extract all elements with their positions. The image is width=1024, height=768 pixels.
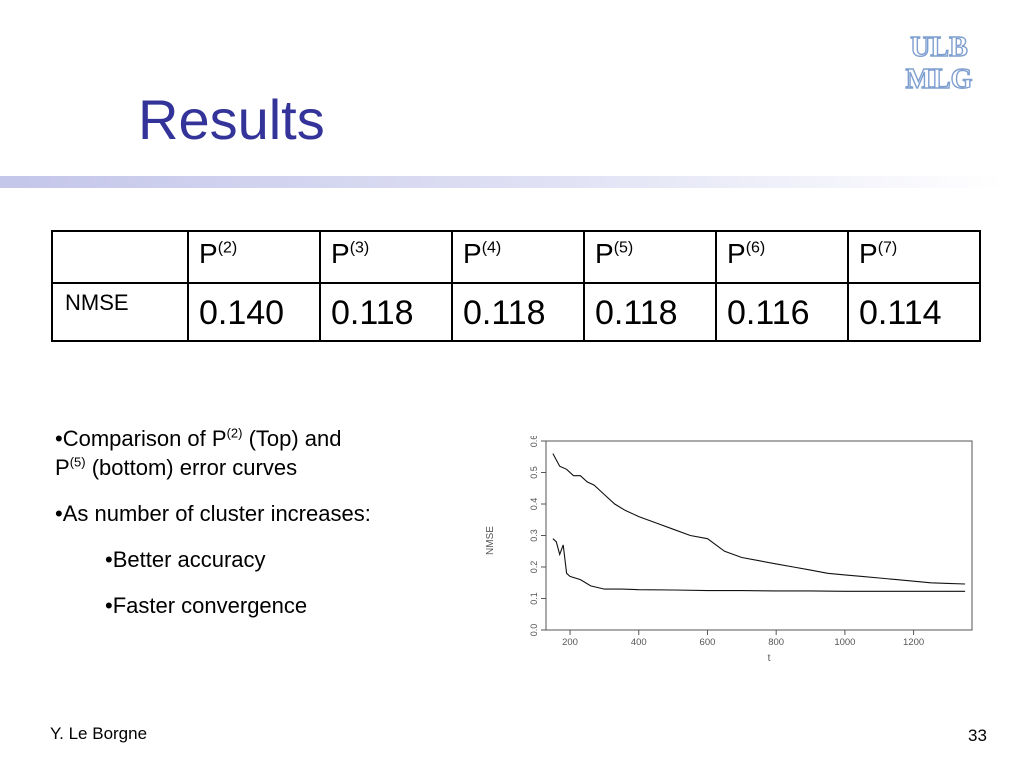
title-underline-bar bbox=[0, 176, 1004, 188]
x-tick-label: 800 bbox=[768, 637, 784, 648]
x-tick-label: 1200 bbox=[903, 637, 924, 648]
table-cell-p7: 0.114 bbox=[847, 282, 981, 342]
table-header-p7: P(7) bbox=[847, 230, 981, 284]
ulb-mlg-logo: ULB MLG bbox=[905, 31, 974, 92]
table-row-label: NMSE bbox=[51, 282, 189, 342]
table-header-p3: P(3) bbox=[319, 230, 453, 284]
bullet-comparison: •Comparison of P(2) (Top) and P(5) (botto… bbox=[55, 425, 342, 480]
table-header-p4: P(4) bbox=[451, 230, 585, 284]
y-tick-label: 0.0 bbox=[529, 624, 539, 637]
table-header-p5: P(5) bbox=[583, 230, 717, 284]
table-cell-p4: 0.118 bbox=[451, 282, 585, 342]
table-cell-p2: 0.140 bbox=[187, 282, 321, 342]
bullet-better-accuracy: •Better accuracy bbox=[105, 547, 266, 572]
table-cell-p5: 0.118 bbox=[583, 282, 717, 342]
x-tick-label: 1000 bbox=[834, 637, 855, 648]
table-cell-p6: 0.116 bbox=[715, 282, 849, 342]
slide-title: Results bbox=[138, 88, 325, 151]
table-row-nmse: NMSE 0.140 0.118 0.118 0.118 0.116 0.114 bbox=[51, 282, 981, 342]
series-line-2 bbox=[552, 538, 966, 592]
table-corner-cell bbox=[51, 230, 189, 284]
y-tick-label: 0.6 bbox=[529, 436, 539, 447]
table-header-p6: P(6) bbox=[715, 230, 849, 284]
table-cell-p3: 0.118 bbox=[319, 282, 453, 342]
y-tick-label: 0.3 bbox=[529, 529, 539, 542]
table-header-p2: P(2) bbox=[187, 230, 321, 284]
table-header-row: P(2) P(3) P(4) P(5) P(6) P(7) bbox=[51, 230, 981, 284]
x-tick-label: 200 bbox=[562, 637, 578, 648]
y-axis-label: NMSE bbox=[485, 526, 496, 555]
nmse-error-curves-chart: 0.0 0.1 0.2 0.3 0.4 0.5 0.6 200 400 600 800 1000 120… bbox=[485, 436, 973, 662]
x-tick-label: 400 bbox=[631, 637, 647, 648]
x-tick-label: 600 bbox=[700, 637, 716, 648]
logo-text-bottom: MLG bbox=[906, 64, 973, 92]
bullet-list: •Comparison of P(2) (Top) and P(5) (botto… bbox=[55, 424, 455, 637]
bullet-cluster-increase: •As number of cluster increases: bbox=[55, 501, 371, 526]
results-table: P(2) P(3) P(4) P(5) P(6) P(7) NMSE 0.140… bbox=[51, 230, 981, 342]
bullet-faster-convergence: •Faster convergence bbox=[105, 593, 308, 618]
plot-frame bbox=[545, 440, 973, 631]
logo-text-top: ULB bbox=[910, 32, 968, 63]
footer-author: Y. Le Borgne bbox=[50, 724, 148, 743]
y-tick-label: 0.2 bbox=[529, 561, 539, 574]
page-number: 33 bbox=[968, 726, 987, 745]
y-tick-label: 0.4 bbox=[529, 498, 539, 511]
x-axis-label: t bbox=[768, 653, 771, 662]
y-tick-label: 0.1 bbox=[529, 592, 539, 605]
series-line-1 bbox=[552, 453, 966, 585]
y-tick-label: 0.5 bbox=[529, 466, 539, 479]
